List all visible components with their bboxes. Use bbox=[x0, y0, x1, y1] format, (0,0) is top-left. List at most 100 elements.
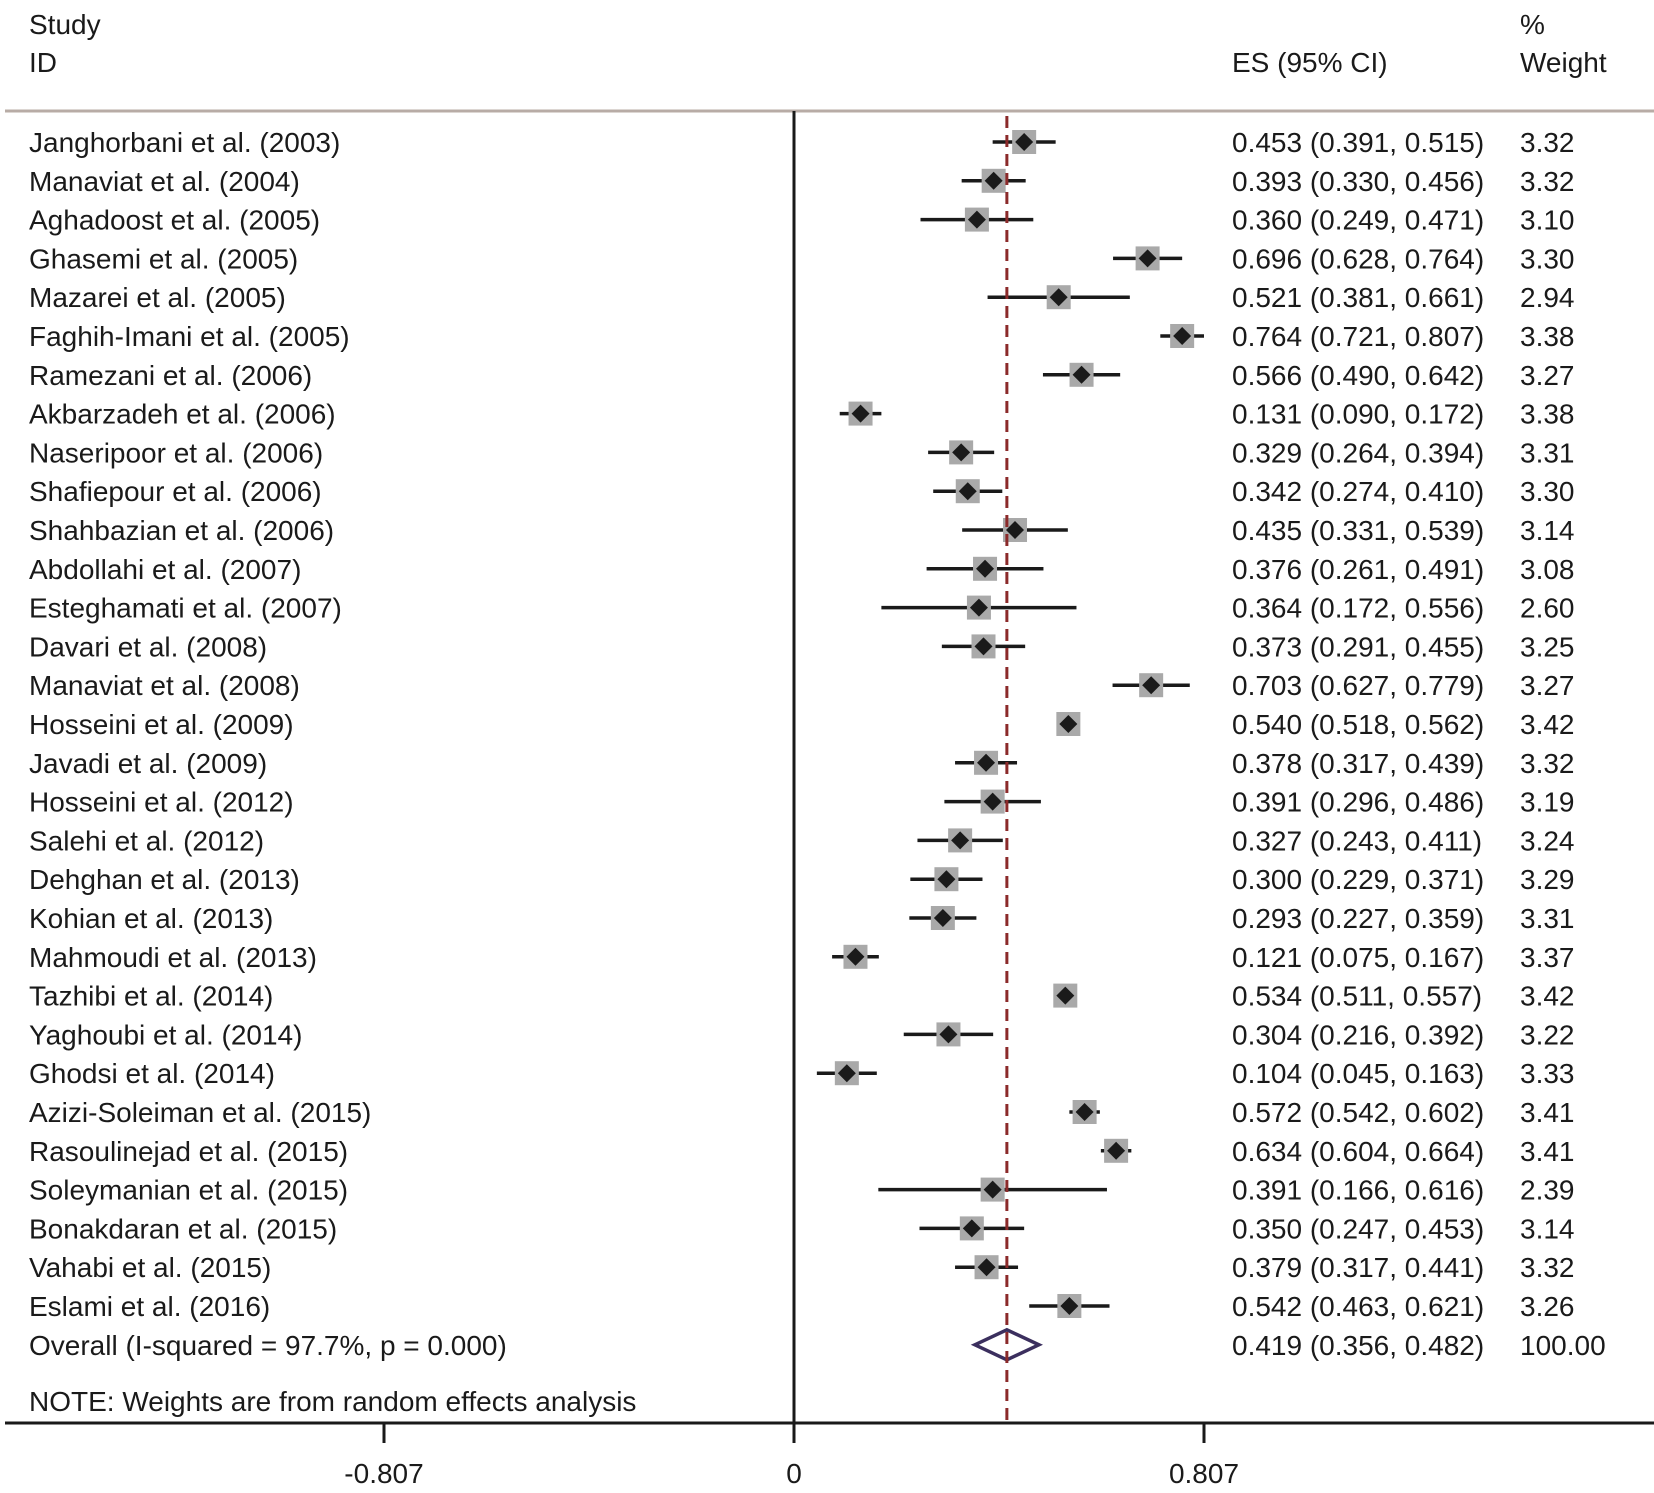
study-weight: 3.26 bbox=[1520, 1291, 1575, 1322]
study-weight: 3.24 bbox=[1520, 825, 1575, 856]
study-label: Janghorbani et al. (2003) bbox=[29, 127, 340, 158]
study-point-estimate bbox=[1075, 1103, 1094, 1121]
x-axis-tick-label: 0 bbox=[786, 1458, 802, 1489]
header-id-label: ID bbox=[29, 47, 57, 78]
study-weight: 3.32 bbox=[1520, 748, 1575, 779]
study-point-estimate bbox=[952, 443, 971, 462]
study-ci-text: 0.393 (0.330, 0.456) bbox=[1232, 166, 1484, 197]
study-weight: 3.19 bbox=[1520, 787, 1575, 818]
header-weight-label: Weight bbox=[1520, 47, 1607, 78]
study-label: Mahmoudi et al. (2013) bbox=[29, 942, 317, 973]
study-label: Yaghoubi et al. (2014) bbox=[29, 1019, 302, 1050]
study-label: Soleymanian et al. (2015) bbox=[29, 1175, 348, 1206]
header-study-label: Study bbox=[29, 9, 101, 40]
study-weight: 3.14 bbox=[1520, 515, 1575, 546]
study-label: Kohian et al. (2013) bbox=[29, 903, 273, 934]
study-weight: 2.60 bbox=[1520, 593, 1575, 624]
study-ci-text: 0.364 (0.172, 0.556) bbox=[1232, 593, 1484, 624]
study-label: Manaviat et al. (2004) bbox=[29, 166, 300, 197]
overall-diamond bbox=[970, 1327, 1044, 1362]
study-ci-text: 0.376 (0.261, 0.491) bbox=[1232, 554, 1484, 585]
study-label: Tazhibi et al. (2014) bbox=[29, 981, 273, 1012]
study-weight: 3.38 bbox=[1520, 399, 1575, 430]
study-weight: 3.29 bbox=[1520, 864, 1575, 895]
study-point-estimate bbox=[1006, 521, 1025, 539]
study-point-estimate bbox=[939, 1025, 958, 1044]
study-label: Aghadoost et al. (2005) bbox=[29, 205, 320, 236]
study-ci-text: 0.104 (0.045, 0.163) bbox=[1232, 1058, 1484, 1089]
study-point-estimate bbox=[977, 1258, 996, 1277]
study-weight: 3.31 bbox=[1520, 437, 1575, 468]
header-percent-label: % bbox=[1520, 9, 1545, 40]
study-ci-text: 0.373 (0.291, 0.455) bbox=[1232, 631, 1484, 662]
study-ci-text: 0.634 (0.604, 0.664) bbox=[1232, 1136, 1484, 1167]
study-weight: 3.32 bbox=[1520, 1252, 1575, 1283]
study-point-estimate bbox=[1107, 1141, 1126, 1160]
study-weight: 3.08 bbox=[1520, 554, 1575, 585]
study-ci-text: 0.521 (0.381, 0.661) bbox=[1232, 282, 1484, 313]
study-weight: 2.39 bbox=[1520, 1175, 1575, 1206]
x-axis-tick-label: -0.807 bbox=[344, 1458, 423, 1489]
study-weight: 2.94 bbox=[1520, 282, 1575, 313]
study-point-estimate bbox=[951, 831, 970, 850]
study-weight: 3.33 bbox=[1520, 1058, 1575, 1089]
study-weight: 3.14 bbox=[1520, 1213, 1575, 1244]
study-weight: 3.30 bbox=[1520, 476, 1575, 507]
study-ci-text: 0.696 (0.628, 0.764) bbox=[1232, 243, 1484, 274]
study-weight: 3.38 bbox=[1520, 321, 1575, 352]
study-point-estimate bbox=[962, 1219, 981, 1238]
study-point-estimate bbox=[1059, 715, 1078, 733]
study-ci-text: 0.542 (0.463, 0.621) bbox=[1232, 1291, 1484, 1322]
study-point-estimate bbox=[1173, 327, 1192, 345]
study-label: Mazarei et al. (2005) bbox=[29, 282, 286, 313]
study-ci-text: 0.379 (0.317, 0.441) bbox=[1232, 1252, 1484, 1283]
study-ci-text: 0.350 (0.247, 0.453) bbox=[1232, 1213, 1484, 1244]
study-point-estimate bbox=[983, 1180, 1002, 1199]
study-label: Shahbazian et al. (2006) bbox=[29, 515, 334, 546]
study-point-estimate bbox=[958, 482, 977, 501]
study-weight: 3.42 bbox=[1520, 981, 1575, 1012]
study-ci-text: 0.566 (0.490, 0.642) bbox=[1232, 360, 1484, 391]
study-ci-text: 0.293 (0.227, 0.359) bbox=[1232, 903, 1484, 934]
study-point-estimate bbox=[851, 404, 870, 423]
study-weight: 3.27 bbox=[1520, 360, 1575, 391]
study-point-estimate bbox=[1015, 133, 1034, 151]
study-point-estimate bbox=[1060, 1297, 1079, 1315]
x-axis-tick-label: 0.807 bbox=[1169, 1458, 1239, 1489]
study-point-estimate bbox=[1072, 365, 1091, 384]
study-weight: 3.41 bbox=[1520, 1136, 1575, 1167]
study-label: Eslami et al. (2016) bbox=[29, 1291, 270, 1322]
study-point-estimate bbox=[984, 171, 1003, 190]
study-point-estimate bbox=[983, 792, 1002, 811]
study-ci-text: 0.378 (0.317, 0.439) bbox=[1232, 748, 1484, 779]
study-label: Shafiepour et al. (2006) bbox=[29, 476, 322, 507]
study-label: Vahabi et al. (2015) bbox=[29, 1252, 271, 1283]
study-label: Ghasemi et al. (2005) bbox=[29, 243, 298, 274]
study-label: Rasoulinejad et al. (2015) bbox=[29, 1136, 348, 1167]
study-ci-text: 0.329 (0.264, 0.394) bbox=[1232, 437, 1484, 468]
study-ci-text: 0.453 (0.391, 0.515) bbox=[1232, 127, 1484, 158]
study-weight: 3.32 bbox=[1520, 127, 1575, 158]
study-point-estimate bbox=[969, 598, 988, 617]
study-ci-text: 0.360 (0.249, 0.471) bbox=[1232, 205, 1484, 236]
study-label: Esteghamati et al. (2007) bbox=[29, 593, 342, 624]
study-weight: 3.32 bbox=[1520, 166, 1575, 197]
study-ci-text: 0.391 (0.166, 0.616) bbox=[1232, 1175, 1484, 1206]
study-ci-text: 0.534 (0.511, 0.557) bbox=[1232, 981, 1482, 1012]
study-point-estimate bbox=[1142, 676, 1161, 695]
study-label: Hosseini et al. (2012) bbox=[29, 787, 294, 818]
study-label: Naseripoor et al. (2006) bbox=[29, 437, 323, 468]
study-point-estimate bbox=[967, 210, 986, 229]
study-point-estimate bbox=[937, 870, 956, 889]
study-ci-text: 0.304 (0.216, 0.392) bbox=[1232, 1019, 1484, 1050]
study-label: Ramezani et al. (2006) bbox=[29, 360, 312, 391]
study-label: Hosseini et al. (2009) bbox=[29, 709, 294, 740]
study-label: Dehghan et al. (2013) bbox=[29, 864, 300, 895]
study-point-estimate bbox=[837, 1064, 856, 1083]
overall-label: Overall (I-squared = 97.7%, p = 0.000) bbox=[29, 1330, 507, 1361]
study-point-estimate bbox=[1049, 288, 1068, 307]
study-ci-text: 0.342 (0.274, 0.410) bbox=[1232, 476, 1484, 507]
study-ci-text: 0.764 (0.721, 0.807) bbox=[1232, 321, 1484, 352]
study-point-estimate bbox=[846, 947, 865, 966]
